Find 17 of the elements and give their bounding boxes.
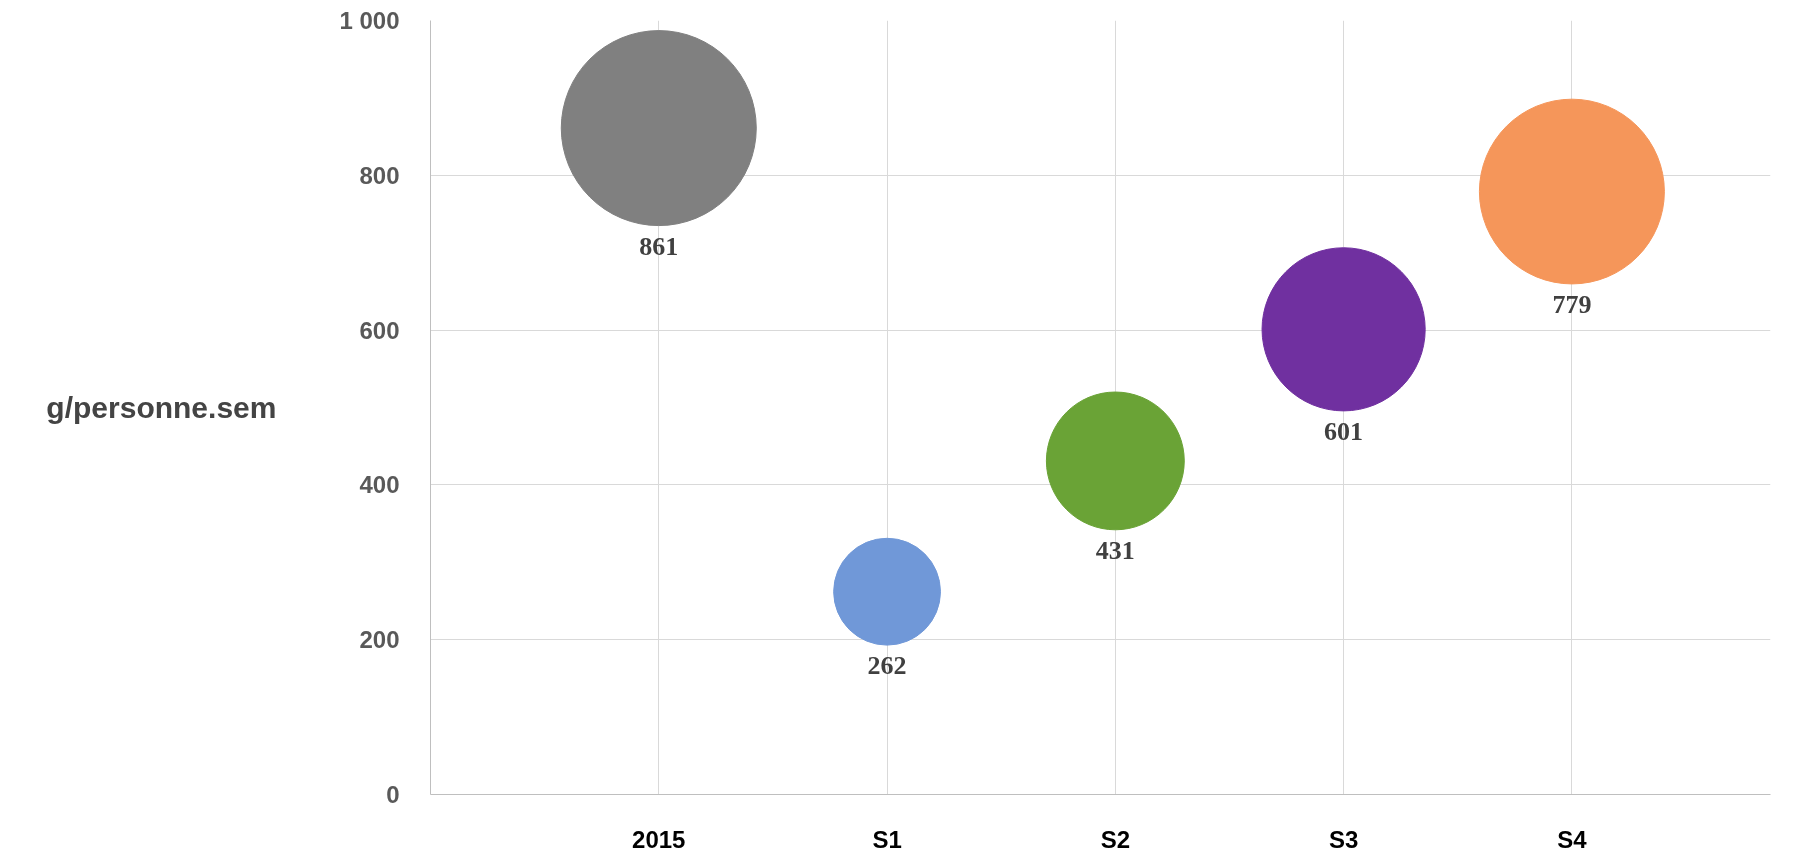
data-label: 861 bbox=[639, 231, 679, 261]
data-label: 431 bbox=[1095, 535, 1135, 565]
y-tick-label: 600 bbox=[359, 316, 400, 344]
y-tick-label: 1 000 bbox=[339, 7, 400, 34]
y-tick-label: 200 bbox=[359, 626, 400, 654]
y-axis-title: g/personne.sem bbox=[46, 391, 277, 424]
y-tick-label: 800 bbox=[359, 161, 400, 189]
y-tick-label: 0 bbox=[386, 781, 400, 808]
x-tick-label: 2015 bbox=[632, 825, 686, 853]
data-label: 601 bbox=[1324, 416, 1364, 446]
data-label: 779 bbox=[1552, 290, 1592, 320]
x-tick-label: S4 bbox=[1557, 825, 1588, 853]
y-tick-label: 400 bbox=[359, 471, 400, 499]
x-tick-label: S1 bbox=[872, 825, 902, 853]
x-tick-label: S2 bbox=[1100, 825, 1131, 853]
x-tick-label: S3 bbox=[1328, 825, 1359, 853]
data-label: 262 bbox=[867, 651, 907, 681]
